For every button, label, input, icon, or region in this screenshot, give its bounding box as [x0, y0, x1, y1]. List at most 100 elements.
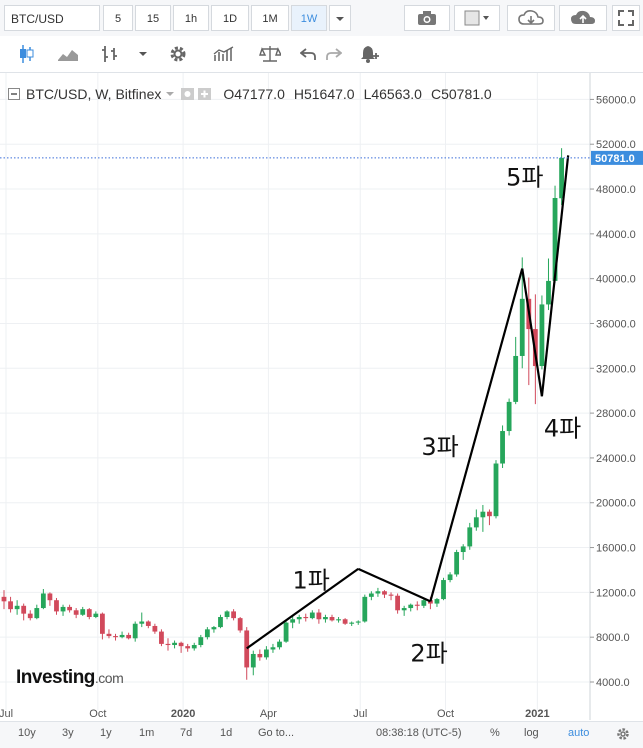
- y-tick-label: 24000.0: [596, 453, 636, 465]
- cloud-upload-icon: [571, 10, 595, 24]
- candle-body: [329, 617, 335, 621]
- gear-icon[interactable]: [616, 727, 630, 741]
- price-chart[interactable]: 4000.0 8000.0 12000.0 16000.0 20000.0 24000.0…: [0, 73, 643, 720]
- candle-body: [250, 653, 256, 668]
- x-tick-label: 2021: [525, 708, 549, 720]
- wave-line: [521, 268, 544, 397]
- candle-body: [421, 600, 427, 606]
- candle-body: [500, 431, 505, 464]
- candle-body: [73, 610, 79, 615]
- candle-body: [237, 618, 243, 631]
- candle-body: [198, 637, 204, 646]
- y-tick-label: 28000.0: [596, 408, 636, 420]
- candlestick-icon: [20, 45, 34, 63]
- candle-body: [467, 527, 473, 547]
- y-tick-label: 16000.0: [596, 543, 636, 555]
- candle-body: [34, 608, 40, 619]
- timeframe-15[interactable]: 15: [135, 5, 171, 31]
- alert-button[interactable]: [352, 41, 388, 67]
- candle-body: [211, 627, 217, 630]
- candle-body: [80, 609, 86, 615]
- range-7d[interactable]: 7d: [180, 727, 193, 739]
- range-10y[interactable]: 10y: [18, 727, 36, 739]
- compare-button[interactable]: [250, 41, 290, 67]
- timeframe-1h[interactable]: 1h: [173, 5, 209, 31]
- price-axis-bg: [590, 73, 643, 720]
- color-button[interactable]: [454, 5, 500, 31]
- candle-body: [513, 355, 519, 402]
- y-tick-label: 36000.0: [596, 318, 636, 330]
- chevron-down-icon: [139, 52, 147, 56]
- wave-label: 3파: [421, 433, 458, 461]
- log-toggle[interactable]: log: [524, 727, 539, 739]
- timeframe-dropdown[interactable]: [329, 5, 351, 31]
- logo-suffix: .com: [94, 670, 124, 686]
- candle-body: [126, 634, 132, 639]
- legend-settings-icon[interactable]: [181, 87, 213, 101]
- candle-body: [257, 653, 263, 658]
- load-chart-button[interactable]: [507, 5, 555, 31]
- timeframe-5[interactable]: 5: [103, 5, 133, 31]
- indicators-button[interactable]: [203, 41, 245, 67]
- candle-body: [152, 625, 158, 632]
- range-3y[interactable]: 3y: [62, 727, 74, 739]
- expand-icon: [618, 10, 634, 26]
- wave-line: [540, 155, 570, 397]
- candle-body: [60, 606, 66, 612]
- candle-body: [54, 600, 59, 612]
- timeframe-1m[interactable]: 1M: [251, 5, 289, 31]
- symbol-input[interactable]: BTC/USD: [4, 5, 100, 31]
- candle-body: [480, 511, 486, 518]
- legend-low: L46563.0: [363, 86, 422, 102]
- candle-body: [303, 617, 309, 619]
- scale-icon: [259, 46, 281, 62]
- candle-body: [316, 612, 322, 620]
- save-chart-button[interactable]: [559, 5, 607, 31]
- candle-body: [231, 611, 236, 619]
- collapse-icon[interactable]: [8, 88, 20, 100]
- camera-icon: [418, 11, 436, 25]
- legend-high: H51647.0: [293, 86, 355, 102]
- goto-button[interactable]: Go to...: [258, 727, 295, 739]
- auto-toggle[interactable]: auto: [568, 727, 590, 739]
- fullscreen-button[interactable]: [612, 5, 640, 31]
- chevron-down-icon[interactable]: [165, 89, 175, 99]
- top-toolbar: BTC/USD 5 15 1h 1D 1M 1W: [0, 0, 643, 37]
- candle-body: [139, 621, 145, 624]
- candle-body: [290, 619, 296, 623]
- time-axis: Jul Oct 2020 Apr Jul Oct 2021: [0, 708, 550, 720]
- candle-body: [47, 593, 53, 601]
- style-dropdown[interactable]: [132, 41, 154, 67]
- bottom-toolbar: 10y 3y 1y 1m 7d 1d Go to... 08:38:18 (UT…: [0, 721, 643, 748]
- candle-body: [165, 643, 171, 646]
- percent-toggle[interactable]: %: [490, 727, 500, 739]
- candle-body: [349, 622, 355, 624]
- area-style-button[interactable]: [48, 41, 88, 67]
- candle-body: [447, 574, 453, 581]
- candle-body: [552, 197, 558, 281]
- undo-button[interactable]: [296, 41, 320, 67]
- candle-body: [395, 595, 400, 611]
- candle-body: [506, 401, 512, 432]
- clock-label: 08:38:18 (UTC-5): [376, 727, 462, 739]
- candle-body: [14, 605, 20, 610]
- candle-body: [270, 647, 276, 650]
- candle-body: [191, 645, 197, 649]
- range-1m[interactable]: 1m: [139, 727, 155, 739]
- candles-style-button[interactable]: [6, 41, 46, 67]
- timeframe-1w[interactable]: 1W: [291, 5, 327, 31]
- candle-body: [185, 646, 191, 649]
- timeframe-1d[interactable]: 1D: [211, 5, 249, 31]
- settings-button[interactable]: [160, 41, 196, 67]
- redo-button[interactable]: [322, 41, 346, 67]
- range-1y[interactable]: 1y: [100, 727, 112, 739]
- screenshot-button[interactable]: [404, 5, 450, 31]
- candle-body: [559, 157, 564, 199]
- candle-body: [296, 617, 302, 620]
- logo-main: Investing: [16, 667, 95, 688]
- range-1d[interactable]: 1d: [220, 727, 233, 739]
- wave-line: [429, 268, 524, 602]
- gear-icon: [170, 46, 186, 62]
- bars-style-button[interactable]: [90, 41, 130, 67]
- candle-body: [408, 604, 414, 609]
